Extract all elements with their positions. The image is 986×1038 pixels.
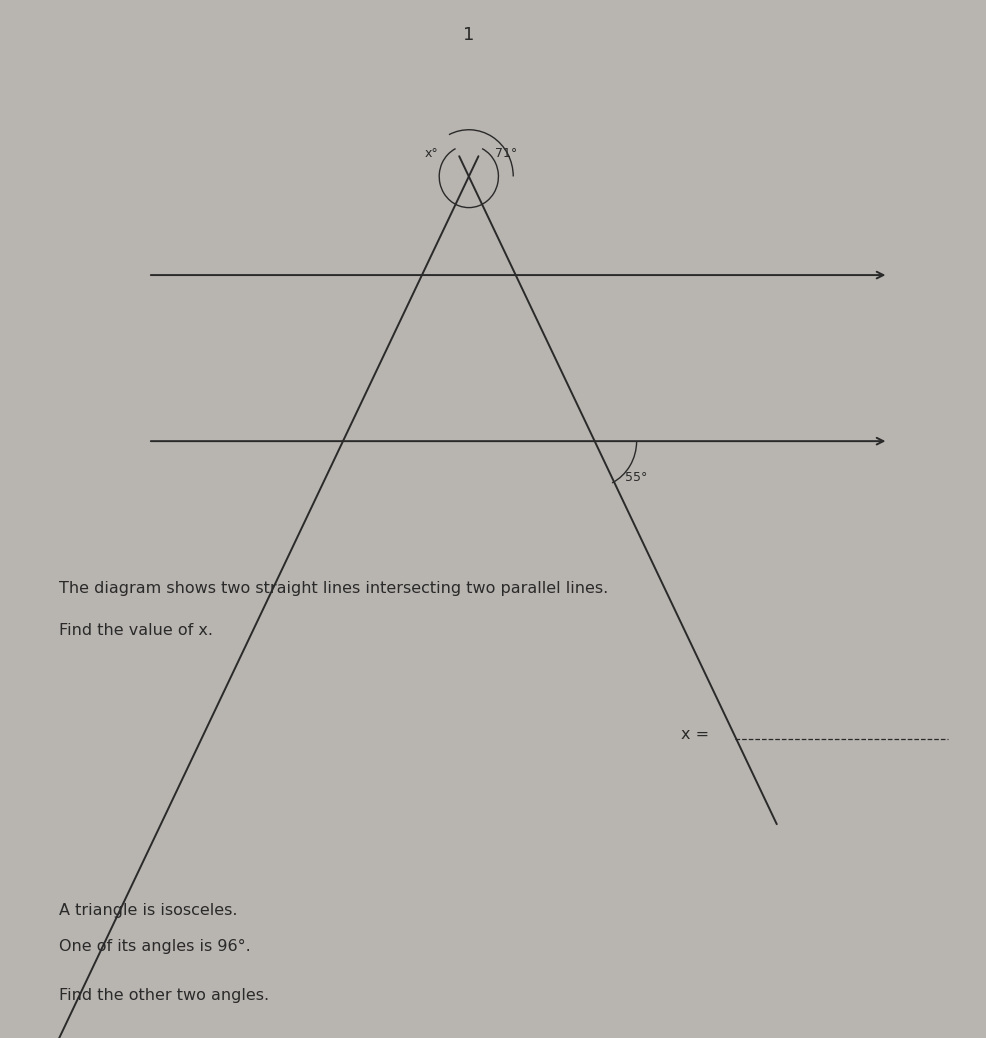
Text: A triangle is isosceles.: A triangle is isosceles. [59, 903, 238, 918]
Text: One of its angles is 96°.: One of its angles is 96°. [59, 939, 250, 954]
Text: 71°: 71° [495, 147, 517, 160]
Text: x°: x° [424, 147, 438, 160]
Text: 1: 1 [462, 26, 474, 44]
Text: Find the value of x.: Find the value of x. [59, 623, 213, 637]
Text: x =: x = [680, 727, 708, 741]
Text: Find the other two angles.: Find the other two angles. [59, 988, 269, 1003]
Text: The diagram shows two straight lines intersecting two parallel lines.: The diagram shows two straight lines int… [59, 581, 607, 596]
Text: 55°: 55° [625, 471, 647, 484]
